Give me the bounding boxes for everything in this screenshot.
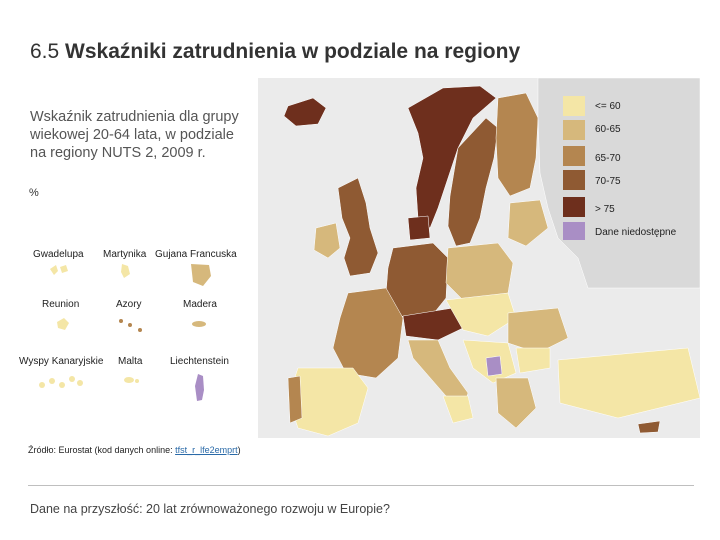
legend-label-2: 60-65	[595, 124, 621, 135]
legend-label-na: Dane niedostępne	[595, 227, 677, 238]
legend-swatch-2	[563, 120, 585, 140]
region-norway	[407, 85, 497, 229]
legend-label-1: <= 60	[595, 101, 621, 112]
region-sweden	[447, 117, 499, 247]
inset-gujana-map	[191, 264, 211, 286]
inset-label-liechtenstein: Liechtenstein	[170, 356, 229, 367]
inset-label-azory: Azory	[116, 299, 142, 310]
inset-label-martynika: Martynika	[103, 249, 147, 260]
inset-label-reunion: Reunion	[42, 299, 80, 310]
region-iceland	[283, 97, 327, 127]
source-prefix: Źródło: Eurostat (kod danych online:	[28, 445, 176, 455]
footer-text: Dane na przyszłość: 20 lat zrównoważoneg…	[30, 502, 390, 516]
region-greece	[495, 377, 537, 429]
region-bulgaria	[515, 347, 551, 374]
inset-label-kanaryjskie: Wyspy Kanaryjskie	[19, 356, 104, 367]
region-ireland	[313, 222, 341, 259]
legend-swatch-5	[563, 197, 585, 217]
region-alps	[402, 307, 464, 341]
region-france	[332, 287, 404, 379]
legend-swatch-1	[563, 96, 585, 116]
region-romania	[507, 307, 569, 354]
region-uk	[337, 177, 379, 277]
inset-martynika-map	[121, 264, 130, 278]
source-note: Źródło: Eurostat (kod danych online: tfs…	[28, 445, 241, 455]
region-czech-slovakia-hungary	[445, 292, 517, 337]
unit-label: %	[29, 187, 39, 199]
inset-malta-map	[124, 377, 139, 383]
inset-azory-map	[119, 319, 142, 332]
inset-label-madera: Madera	[183, 299, 217, 310]
footer-divider	[28, 485, 694, 486]
title-text: Wskaźniki zatrudnienia w podziale na reg…	[65, 40, 521, 63]
page-title: 6.5 Wskaźniki zatrudnienia w podziale na…	[30, 40, 520, 64]
legend-label-5: > 75	[595, 204, 615, 215]
inset-liechtenstein-map	[195, 374, 204, 401]
legend-swatch-na	[563, 222, 585, 240]
region-cyprus	[637, 420, 661, 434]
inset-reunion-map	[57, 318, 69, 330]
region-portugal	[287, 375, 303, 424]
europe-map	[258, 78, 700, 438]
inset-madera-map	[192, 321, 206, 327]
inset-label-gujana: Gujana Francuska	[155, 249, 237, 260]
region-finland	[495, 92, 539, 197]
region-poland	[445, 242, 514, 301]
source-link[interactable]: tfst_r_lfe2emprt	[175, 445, 238, 455]
title-number: 6.5	[30, 40, 60, 63]
region-no-data	[485, 355, 503, 377]
legend-label-3: 65-70	[595, 153, 621, 164]
legend-label-4: 70-75	[595, 176, 621, 187]
inset-label-malta: Malta	[118, 356, 143, 367]
region-denmark	[407, 215, 431, 241]
inset-kanaryjskie-map	[39, 376, 83, 388]
region-baltics	[507, 199, 549, 247]
region-south-italy	[442, 395, 474, 424]
region-turkey	[557, 347, 700, 419]
map-subtitle: Wskaźnik zatrudnienia dla grupy wiekowej…	[30, 109, 239, 161]
inset-label-gwadelupa: Gwadelupa	[33, 249, 84, 260]
source-suffix: )	[237, 445, 241, 455]
legend-swatch-3	[563, 146, 585, 166]
legend-swatch-4	[563, 170, 585, 190]
inset-gwadelupa-map	[50, 265, 68, 275]
